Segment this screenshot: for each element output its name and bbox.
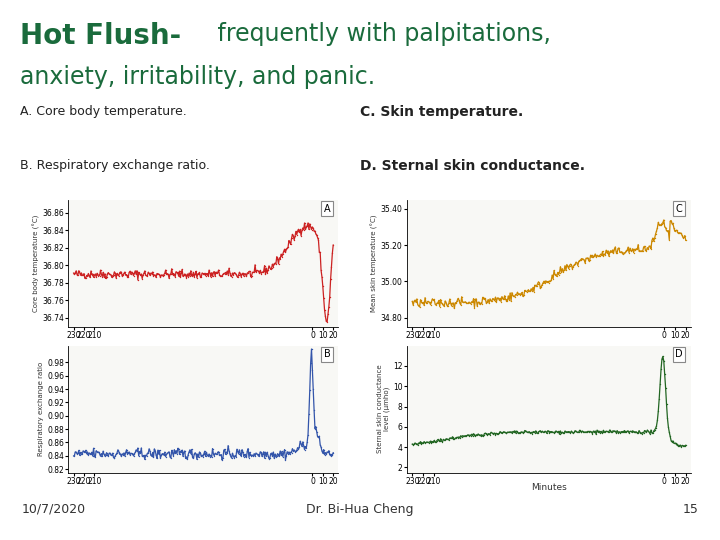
Text: anxiety, irritability, and panic.: anxiety, irritability, and panic. xyxy=(20,65,375,90)
Text: A: A xyxy=(324,204,330,214)
Text: A. Core body temperature.: A. Core body temperature. xyxy=(20,105,187,118)
Text: Dr. Bi-Hua Cheng: Dr. Bi-Hua Cheng xyxy=(306,503,414,516)
Y-axis label: Core body temperature (°C): Core body temperature (°C) xyxy=(32,214,40,312)
Y-axis label: Respiratory exchange ratio: Respiratory exchange ratio xyxy=(38,362,45,456)
Text: C. Skin temperature.: C. Skin temperature. xyxy=(360,105,523,119)
Text: frequently with palpitations,: frequently with palpitations, xyxy=(210,22,551,45)
Text: Minutes: Minutes xyxy=(531,483,567,492)
Text: 10/7/2020: 10/7/2020 xyxy=(22,503,86,516)
Text: D. Sternal skin conductance.: D. Sternal skin conductance. xyxy=(360,159,585,173)
Text: B: B xyxy=(323,349,330,360)
Text: C: C xyxy=(676,204,683,214)
Text: D: D xyxy=(675,349,683,360)
Text: Hot Flush-: Hot Flush- xyxy=(20,22,181,50)
Text: B. Respiratory exchange ratio.: B. Respiratory exchange ratio. xyxy=(20,159,210,172)
Text: 15: 15 xyxy=(683,503,698,516)
Y-axis label: Mean skin temperature (°C): Mean skin temperature (°C) xyxy=(371,214,378,312)
Y-axis label: Sternal skin conductance
level (μmho): Sternal skin conductance level (μmho) xyxy=(377,364,390,454)
